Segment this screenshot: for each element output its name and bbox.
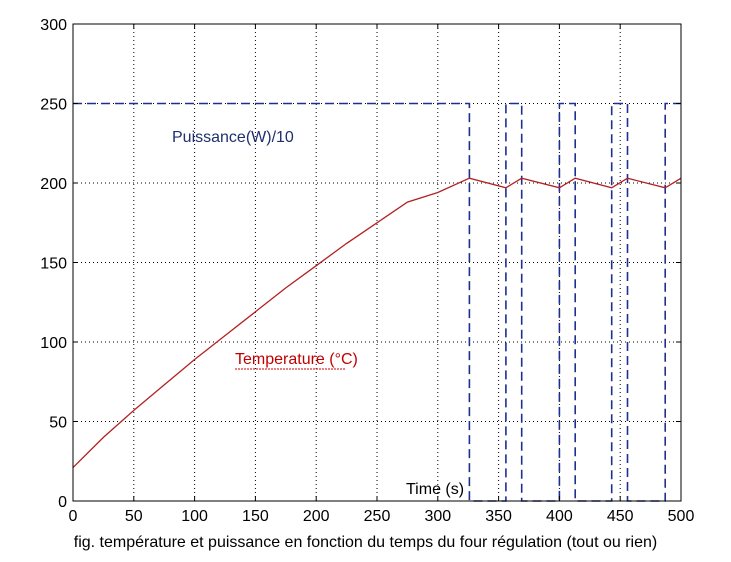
y-tick-label: 150 <box>40 256 67 273</box>
series-group <box>72 102 682 502</box>
x-tick-label: 350 <box>485 508 512 525</box>
y-tick-label: 0 <box>58 494 67 511</box>
power-series-label: Puissance(W)/10 <box>172 129 294 146</box>
series-line-temperature <box>72 177 682 469</box>
y-tick-label: 50 <box>49 415 67 432</box>
x-tick-label: 250 <box>364 508 391 525</box>
ticks: 0 50 100 150 200 250 300 350 400 450 500 0 50 100 150 2… <box>40 17 694 525</box>
y-tick-label: 300 <box>40 17 67 34</box>
x-tick-label: 0 <box>69 508 78 525</box>
figure-caption: fig. température et puissance en fonctio… <box>73 534 658 551</box>
x-tick-label: 450 <box>607 508 634 525</box>
x-tick-label: 50 <box>125 508 143 525</box>
x-axis-label: Time (s) <box>406 481 464 498</box>
temperature-series-label: Temperature (°C) <box>235 351 358 368</box>
x-tick-label: 400 <box>546 508 573 525</box>
y-tick-label: 250 <box>40 97 67 114</box>
x-tick-label: 500 <box>668 508 695 525</box>
x-tick-label: 200 <box>303 508 330 525</box>
x-tick-label: 150 <box>242 508 269 525</box>
x-tick-label: 300 <box>424 508 451 525</box>
x-tick-label: 100 <box>181 508 208 525</box>
y-tick-label: 100 <box>40 335 67 352</box>
chart: 0 50 100 150 200 250 300 350 400 450 500 0 50 100 150 2… <box>40 17 694 525</box>
y-tick-label: 200 <box>40 176 67 193</box>
grid <box>73 24 681 501</box>
